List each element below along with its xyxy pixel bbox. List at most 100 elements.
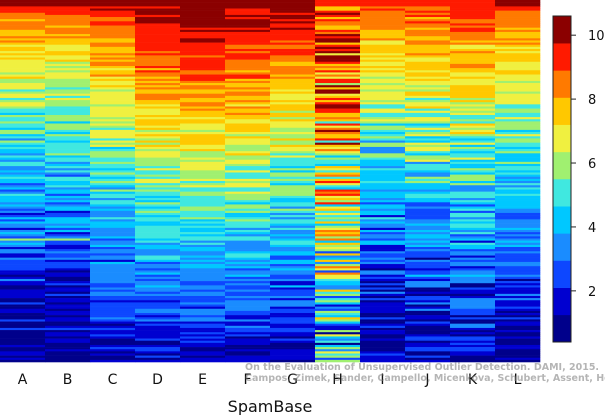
x-tick-label: D bbox=[152, 372, 163, 388]
heatmap-cell bbox=[315, 66, 361, 69]
heatmap-cell bbox=[450, 238, 496, 241]
heatmap-cell bbox=[0, 119, 46, 122]
heatmap-cell bbox=[405, 129, 451, 133]
heatmap-cell bbox=[360, 253, 406, 256]
heatmap-cell bbox=[0, 295, 46, 299]
heatmap-cell bbox=[45, 253, 91, 256]
heatmap-cell bbox=[270, 257, 316, 261]
heatmap-cell bbox=[270, 48, 316, 52]
heatmap-cell bbox=[405, 251, 451, 254]
heatmap-cell bbox=[450, 155, 496, 158]
heatmap-cell bbox=[45, 72, 91, 75]
heatmap-cell bbox=[90, 170, 136, 173]
heatmap-cell bbox=[495, 12, 541, 16]
heatmap-cell bbox=[90, 74, 136, 77]
heatmap-cell bbox=[450, 315, 496, 318]
heatmap-cell bbox=[315, 270, 361, 273]
heatmap-cell bbox=[360, 12, 406, 16]
heatmap-cell bbox=[0, 172, 46, 175]
heatmap-cell bbox=[90, 189, 136, 192]
heatmap-cell bbox=[135, 306, 181, 310]
heatmap-cell bbox=[0, 198, 46, 201]
heatmap-cell bbox=[90, 319, 136, 322]
heatmap-cell bbox=[90, 215, 136, 218]
heatmap-cell bbox=[180, 153, 226, 156]
heatmap-cell bbox=[0, 142, 46, 146]
heatmap-cell bbox=[225, 289, 271, 293]
heatmap-cell bbox=[225, 55, 271, 58]
heatmap-cell bbox=[90, 342, 136, 346]
citation-line-1: On the Evaluation of Unsupervised Outlie… bbox=[245, 362, 600, 373]
heatmap-cell bbox=[90, 355, 136, 359]
heatmap-cell bbox=[90, 255, 136, 258]
colorbar-band bbox=[553, 43, 571, 71]
heatmap-cell bbox=[360, 114, 406, 118]
heatmap-cell bbox=[495, 336, 541, 339]
heatmap-cell bbox=[405, 227, 451, 231]
heatmap-cell bbox=[90, 295, 136, 299]
heatmap-cell bbox=[225, 357, 271, 361]
heatmap-cell bbox=[0, 304, 46, 307]
heatmap-cell bbox=[180, 308, 226, 312]
heatmap-cell bbox=[360, 31, 406, 35]
heatmap-cell bbox=[225, 223, 271, 227]
heatmap-cell bbox=[180, 268, 226, 271]
heatmap-cell bbox=[135, 76, 181, 80]
heatmap-cell bbox=[270, 121, 316, 124]
heatmap-cell bbox=[225, 310, 271, 314]
heatmap-cell bbox=[450, 347, 496, 350]
heatmap-cell bbox=[90, 257, 136, 261]
heatmap-cell bbox=[90, 268, 136, 271]
heatmap-cell bbox=[90, 10, 136, 14]
heatmap-cell bbox=[0, 268, 46, 271]
heatmap-cell bbox=[225, 215, 271, 218]
heatmap-cell bbox=[450, 31, 496, 35]
heatmap-cell bbox=[315, 83, 361, 86]
heatmap-cell bbox=[135, 12, 181, 16]
heatmap-cell bbox=[45, 291, 91, 295]
heatmap-cell bbox=[450, 51, 496, 54]
heatmap-cell bbox=[0, 244, 46, 248]
colorbar-band bbox=[553, 206, 571, 234]
heatmap-cell bbox=[225, 121, 271, 124]
heatmap-cell bbox=[225, 2, 271, 5]
heatmap-cell bbox=[90, 178, 136, 182]
heatmap-cell bbox=[315, 72, 361, 75]
heatmap-cell bbox=[315, 168, 361, 171]
heatmap-cell bbox=[180, 298, 226, 301]
heatmap-cell bbox=[180, 172, 226, 175]
heatmap-cell bbox=[270, 295, 316, 299]
heatmap-cell bbox=[405, 159, 451, 163]
heatmap-cell bbox=[0, 189, 46, 192]
heatmap-cell bbox=[180, 57, 226, 60]
heatmap-cell bbox=[270, 125, 316, 129]
heatmap-cell bbox=[180, 138, 226, 141]
heatmap-cell bbox=[270, 251, 316, 254]
heatmap-cell bbox=[360, 306, 406, 310]
heatmap-cell bbox=[315, 206, 361, 209]
heatmap-cell bbox=[225, 315, 271, 318]
heatmap-cell bbox=[495, 83, 541, 86]
heatmap-cell bbox=[225, 125, 271, 129]
heatmap-cell bbox=[495, 87, 541, 90]
heatmap-cell bbox=[360, 268, 406, 271]
heatmap-cell bbox=[90, 236, 136, 239]
heatmap-cell bbox=[315, 23, 361, 26]
heatmap-cell bbox=[180, 142, 226, 146]
heatmap-cell bbox=[225, 155, 271, 158]
heatmap-cell bbox=[495, 257, 541, 261]
heatmap-cell bbox=[495, 63, 541, 67]
heatmap-cell bbox=[360, 132, 406, 135]
heatmap-cell bbox=[315, 259, 361, 263]
heatmap-cell bbox=[180, 236, 226, 239]
heatmap-cell bbox=[135, 332, 181, 335]
heatmap-cell bbox=[180, 44, 226, 48]
heatmap-cell bbox=[0, 29, 46, 33]
heatmap-cell bbox=[495, 178, 541, 182]
heatmap-cell bbox=[135, 330, 181, 333]
heatmap-cell bbox=[180, 123, 226, 126]
heatmap-cell bbox=[405, 87, 451, 90]
heatmap-cell bbox=[225, 253, 271, 256]
heatmap-cell bbox=[450, 268, 496, 271]
heatmap-cell bbox=[495, 200, 541, 203]
